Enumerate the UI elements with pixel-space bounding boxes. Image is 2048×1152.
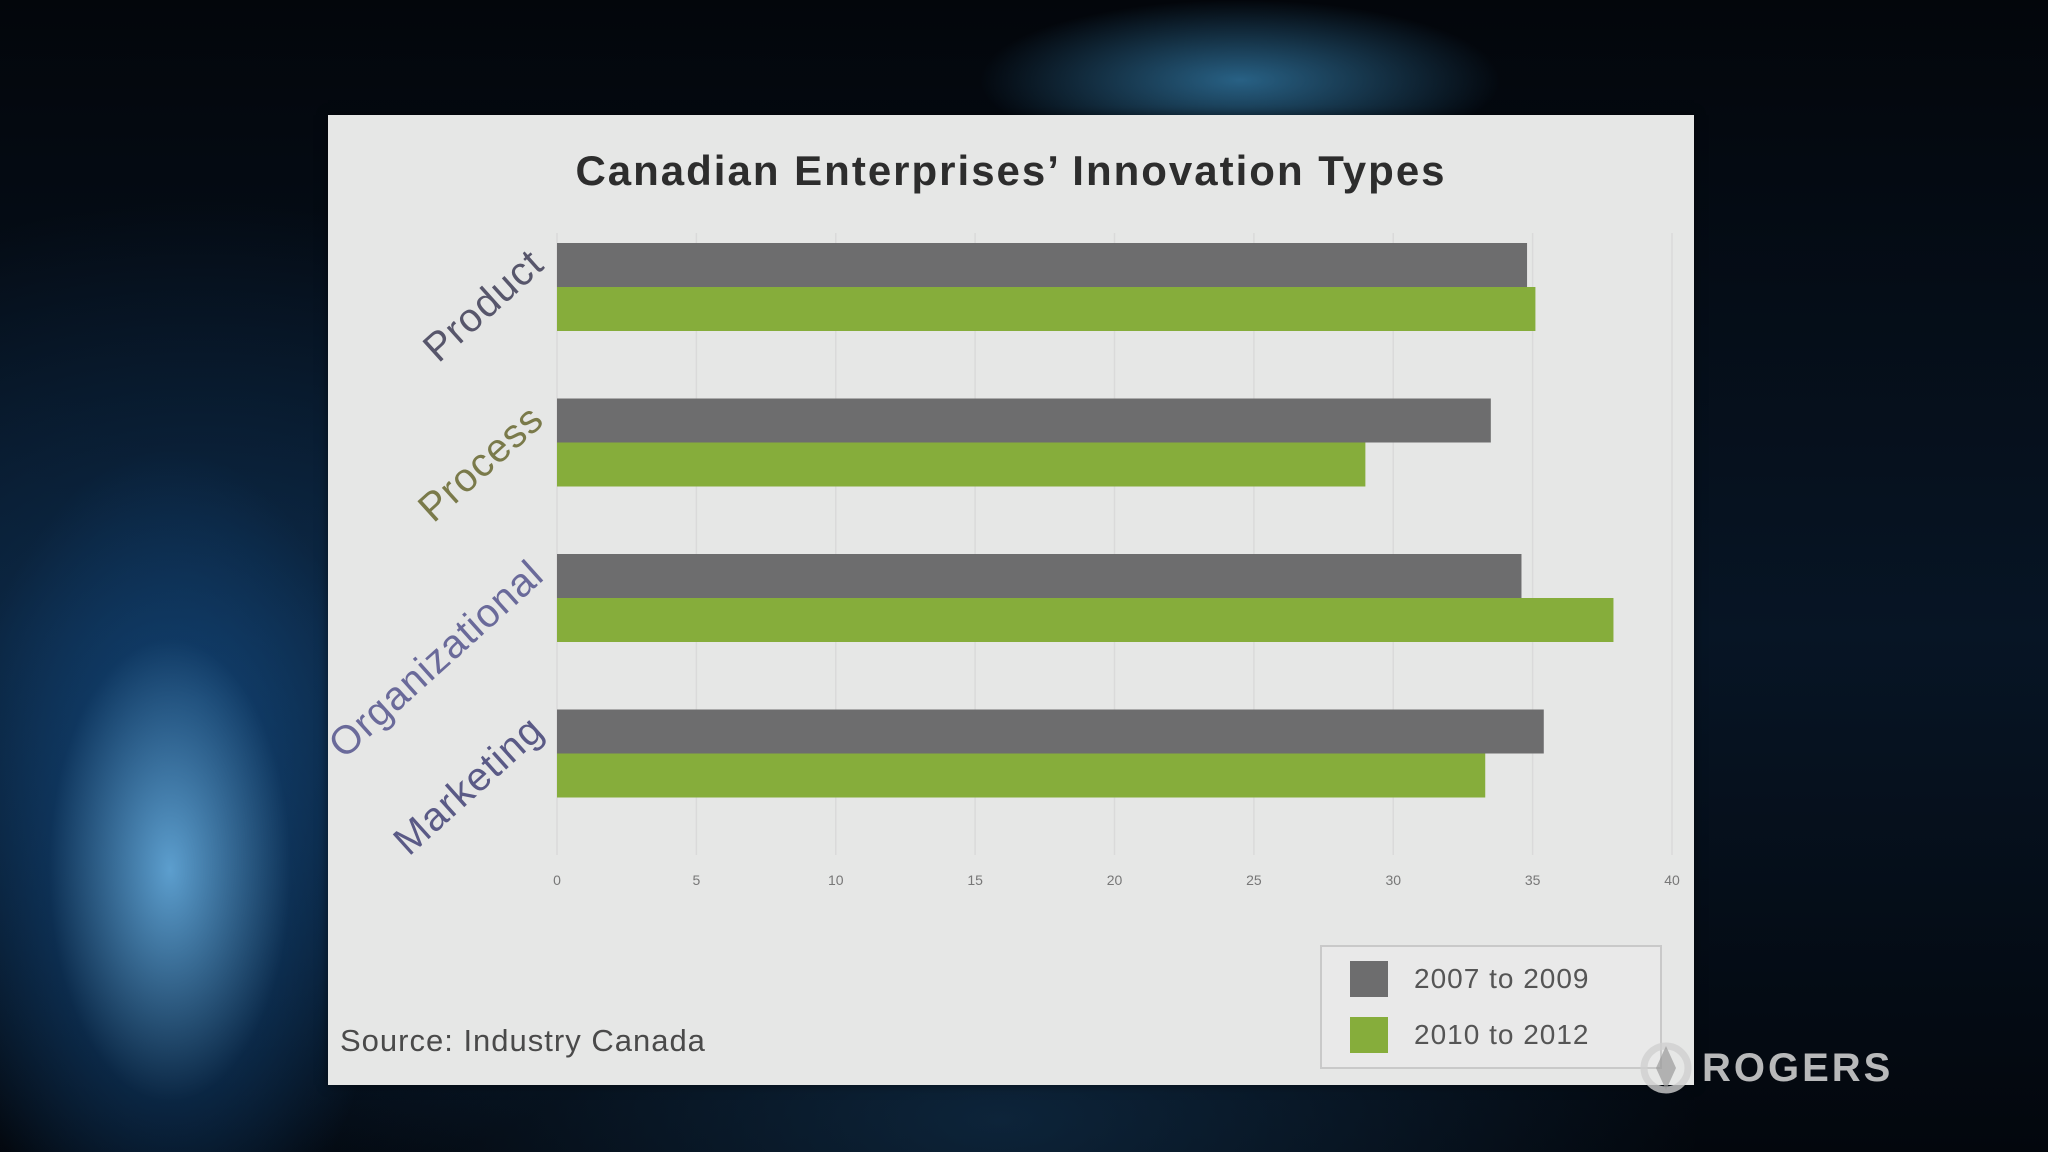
chart-legend: 2007 to 2009 2010 to 2012: [1320, 945, 1662, 1069]
bar-marketing-series-1: [557, 709, 1544, 754]
legend-label-2010-2012: 2010 to 2012: [1414, 1019, 1590, 1050]
category-label-marketing: Marketing: [385, 707, 552, 863]
bar-organizational-series-2: [557, 598, 1614, 642]
slide: 0 5 10 15 20 25 30 35 40 Product Process Organizati…: [328, 115, 1694, 1085]
legend-swatch-2010-2012: [1350, 1017, 1388, 1053]
x-tick-label-2: 10: [828, 872, 844, 888]
rogers-logo: ROGERS: [1640, 1042, 1893, 1094]
legend-item-2010-2012: 2010 to 2012: [1350, 1017, 1590, 1053]
source-note: Source: Industry Canada: [340, 1023, 706, 1058]
x-tick-label-3: 15: [967, 872, 983, 888]
category-label-process: Process: [410, 396, 552, 530]
rogers-swirl-icon: [1640, 1042, 1692, 1094]
x-tick-label-5: 25: [1246, 872, 1262, 888]
bar-process-series-2: [557, 442, 1366, 487]
bar-marketing-series-2: [557, 753, 1486, 798]
logo-text: ROGERS: [1702, 1045, 1894, 1090]
legend-swatch-2007-2009: [1350, 961, 1388, 997]
x-tick-label-8: 40: [1664, 872, 1680, 888]
legend-item-2007-2009: 2007 to 2009: [1350, 961, 1590, 997]
x-tick-label-4: 20: [1107, 872, 1123, 888]
bar-process-series-1: [557, 398, 1491, 443]
x-tick-label-0: 0: [553, 872, 561, 888]
x-tick-label-7: 35: [1525, 872, 1541, 888]
x-tick-label-1: 5: [692, 872, 700, 888]
chart-title: Canadian Enterprises’ Innovation Types: [575, 147, 1447, 194]
bar-chart: 0 5 10 15 20 25 30 35 40ProductProcessOrganizati…: [328, 233, 1680, 888]
x-tick-label-6: 30: [1385, 872, 1401, 888]
legend-label-2007-2009: 2007 to 2009: [1414, 963, 1590, 994]
bar-product-series-1: [557, 243, 1528, 287]
category-label-product: Product: [415, 241, 552, 371]
bar-product-series-2: [557, 287, 1536, 331]
bar-organizational-series-1: [557, 554, 1522, 598]
